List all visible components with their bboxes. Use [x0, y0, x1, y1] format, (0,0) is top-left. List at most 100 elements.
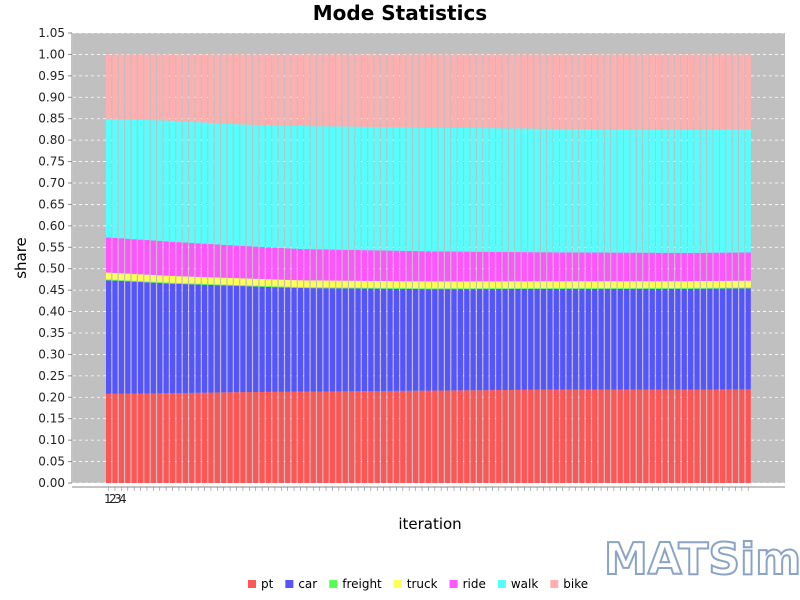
bar-segment-truck — [694, 281, 700, 288]
bar-segment-truck — [630, 281, 636, 289]
bar-segment-car — [259, 286, 265, 392]
bar-segment-ride — [265, 247, 272, 280]
bar-segment-truck — [355, 280, 361, 288]
bar-segment-freight — [720, 287, 726, 289]
bar-segment-truck — [560, 281, 566, 289]
bar-segment-car — [144, 282, 150, 394]
bar-segment-pt — [182, 392, 188, 483]
bar-segment-freight — [643, 288, 649, 289]
bar-segment-ride — [464, 251, 470, 282]
bar-segment-ride — [400, 250, 406, 282]
bar-segment-pt — [457, 390, 463, 483]
bar-segment-ride — [233, 245, 240, 279]
bar-segment-bike — [451, 54, 457, 128]
bar-segment-ride — [182, 242, 188, 277]
bar-segment-car — [432, 289, 438, 391]
bar-segment-car — [444, 289, 451, 391]
bar-segment-pt — [361, 391, 368, 483]
bar-segment-truck — [572, 281, 579, 289]
bar-segment-truck — [502, 281, 508, 289]
bar-segment-car — [425, 289, 431, 391]
bar-segment-ride — [476, 251, 483, 282]
bar-segment-car — [649, 288, 655, 390]
bar-segment-bike — [668, 54, 675, 130]
bar-segment-car — [745, 288, 751, 390]
bar-segment-bike — [675, 54, 681, 130]
bar-segment-truck — [406, 281, 412, 289]
bar-segment-truck — [112, 272, 118, 280]
bar-segment-pt — [566, 389, 572, 483]
bar-segment-car — [438, 289, 444, 391]
bar-segment-freight — [521, 288, 527, 289]
bar-segment-car — [368, 288, 374, 392]
bar-segment-truck — [592, 281, 598, 289]
bar-segment-bike — [131, 54, 137, 120]
bar-segment-pt — [150, 393, 156, 483]
bar-segment-car — [675, 288, 681, 390]
bar-segment-truck — [528, 281, 534, 289]
bar-segment-bike — [726, 54, 732, 130]
bar-segment-car — [496, 289, 502, 391]
bar-segment-walk — [668, 129, 675, 253]
bar-segment-car — [643, 288, 649, 390]
bar-segment-walk — [278, 125, 284, 248]
bar-segment-bike — [227, 54, 233, 124]
bar-segment-ride — [329, 249, 336, 281]
bar-segment-car — [585, 288, 591, 390]
bar-segment-pt — [476, 390, 483, 483]
bar-segment-ride — [163, 241, 169, 276]
bar-segment-ride — [125, 238, 131, 274]
legend: pt car freight truck ride walk bike — [248, 577, 588, 591]
bar-segment-truck — [617, 281, 623, 289]
bar-segment-freight — [572, 288, 579, 289]
bar-segment-ride — [700, 252, 707, 282]
bar-segment-bike — [604, 54, 611, 130]
bar-segment-ride — [745, 252, 751, 281]
bar-segment-walk — [355, 126, 361, 251]
bar-segment-bike — [540, 54, 547, 129]
y-axis-label: share — [12, 237, 30, 279]
bar-segment-truck — [713, 280, 719, 288]
bar-segment-truck — [688, 281, 694, 288]
x-tick-label: 4 — [119, 492, 127, 506]
bar-segment-freight — [662, 288, 668, 289]
bar-segment-car — [291, 287, 297, 392]
bar-segment-freight — [361, 287, 368, 289]
bar-segment-pt — [419, 390, 425, 483]
bar-segment-walk — [515, 128, 521, 253]
bar-segment-pt — [502, 390, 508, 483]
bar-segment-car — [112, 280, 118, 394]
bar-segment-car — [182, 284, 188, 393]
bar-segment-walk — [323, 126, 329, 250]
bar-segment-bike — [253, 54, 259, 125]
bar-segment-truck — [425, 281, 431, 289]
bar-segment-freight — [406, 288, 412, 289]
bar-segment-ride — [208, 244, 214, 278]
bar-segment-bike — [662, 54, 668, 130]
bar-segment-ride — [502, 251, 508, 282]
bar-segment-pt — [304, 391, 310, 483]
bar-segment-truck — [291, 280, 297, 287]
bar-segment-ride — [169, 241, 176, 276]
bar-segment-bike — [444, 54, 451, 128]
bar-segment-car — [169, 283, 176, 394]
bar-segment-bike — [310, 54, 316, 127]
bar-segment-ride — [540, 252, 547, 282]
bar-segment-walk — [106, 118, 112, 238]
bar-segment-pt — [470, 390, 476, 483]
bar-segment-freight — [515, 288, 521, 289]
bar-segment-bike — [387, 54, 393, 128]
bar-segment-walk — [176, 121, 182, 243]
bar-segment-truck — [240, 278, 246, 286]
bar-segment-pt — [521, 389, 527, 483]
bar-segment-pt — [118, 393, 124, 483]
bar-segment-freight — [419, 288, 425, 290]
bar-segment-car — [387, 288, 393, 391]
bar-segment-car — [285, 287, 291, 392]
bar-segment-ride — [214, 244, 220, 278]
bar-segment-car — [393, 288, 400, 391]
bar-segment-car — [726, 288, 732, 390]
bar-segment-freight — [374, 287, 380, 289]
bar-segment-pt — [528, 389, 534, 483]
bar-segment-walk — [649, 129, 655, 253]
